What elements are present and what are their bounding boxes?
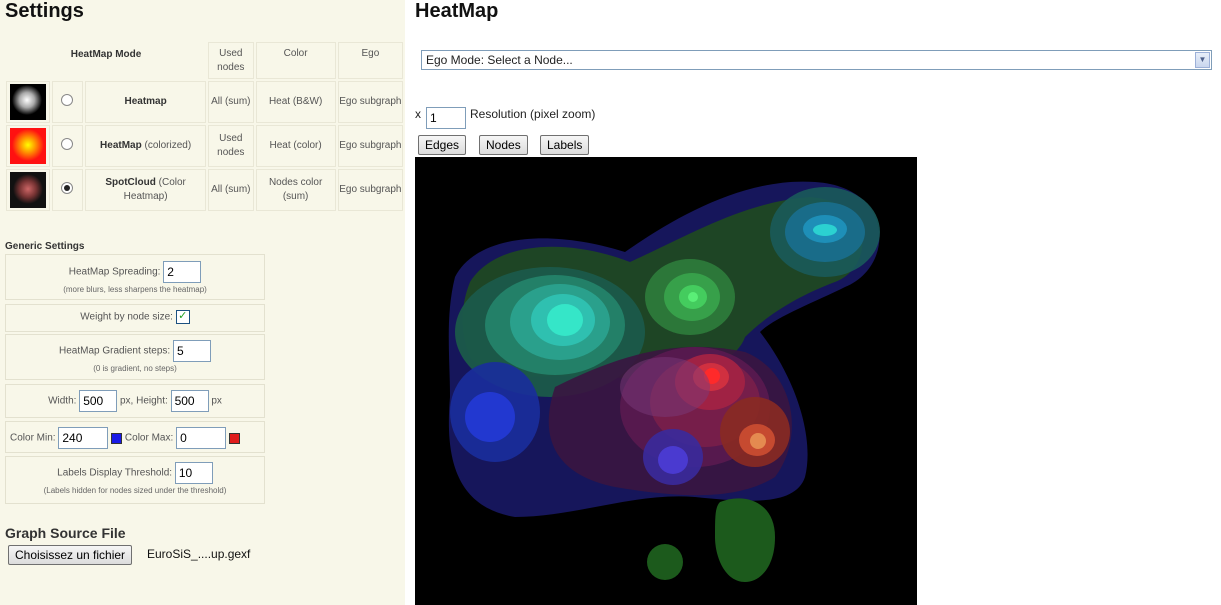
mode-radio-spotcloud[interactable]: [51, 169, 84, 211]
ego-header: Ego: [337, 42, 403, 79]
color-min-label: Color Min:: [10, 432, 56, 444]
chevron-down-icon[interactable]: ▼: [1195, 52, 1210, 68]
gradient-setting: HeatMap Gradient steps: 5 (0 is gradient…: [5, 334, 265, 380]
gradient-label: HeatMap Gradient steps:: [59, 345, 171, 357]
mode-name-spotcloud: SpotCloud (Color Heatmap): [85, 169, 207, 211]
mode-name-heatmap: Heatmap: [85, 81, 207, 123]
mode-ego-spotcloud: Ego subgraph: [337, 169, 403, 211]
resolution-prefix: x: [415, 107, 421, 121]
color-range-setting: Color Min: 240 Color Max: 0: [5, 421, 265, 453]
graph-source-title: Graph Source File: [5, 525, 126, 541]
mode-used-heatmap-colorized: Used nodes: [208, 125, 254, 167]
edges-button[interactable]: Edges: [418, 135, 467, 155]
gradient-hint: (0 is gradient, no steps): [93, 364, 177, 373]
width-unit: px,: [119, 395, 134, 407]
heatmap-mode-table: HeatMap Mode Used nodes Color Ego Heatma…: [4, 40, 405, 213]
color-min-input[interactable]: 240: [58, 427, 109, 449]
resolution-label: Resolution (pixel zoom): [470, 107, 596, 121]
nodes-button[interactable]: Nodes: [479, 135, 528, 155]
height-unit: px: [211, 395, 222, 407]
weight-label: Weight by node size:: [80, 311, 173, 323]
spotcloud-thumbnail: [6, 169, 50, 211]
mode-row-heatmap-colorized[interactable]: HeatMap (colorized) Used nodes Heat (col…: [6, 125, 403, 167]
color-min-swatch[interactable]: [111, 432, 123, 444]
weight-checkbox[interactable]: ✓: [175, 310, 190, 324]
labels-threshold-setting: Labels Display Threshold: 10 (Labels hid…: [5, 456, 265, 504]
choose-file-button[interactable]: Choisissez un fichier: [8, 545, 133, 565]
heatmap-canvas[interactable]: [415, 157, 917, 605]
color-header: Color: [255, 42, 336, 79]
settings-panel: Settings HeatMap Mode Used nodes Color E…: [0, 0, 405, 605]
width-label: Width:: [48, 395, 77, 407]
weight-setting: Weight by node size: ✓: [5, 304, 265, 332]
heatmap-title: HeatMap: [415, 0, 499, 22]
spreading-input[interactable]: 2: [163, 261, 202, 283]
gradient-input[interactable]: 5: [172, 340, 211, 362]
height-input[interactable]: 500: [170, 390, 209, 412]
spreading-label: HeatMap Spreading:: [68, 266, 161, 278]
mode-name-heatmap-colorized: HeatMap (colorized): [85, 125, 207, 167]
mode-color-heatmap: Heat (B&W): [255, 81, 336, 123]
resolution-input[interactable]: 1: [426, 107, 466, 129]
color-max-input[interactable]: 0: [176, 427, 227, 449]
settings-title: Settings: [5, 0, 84, 22]
mode-color-heatmap-colorized: Heat (color): [255, 125, 336, 167]
generic-settings-title: Generic Settings: [5, 241, 85, 252]
heatmap-image: [415, 157, 917, 605]
mode-header: HeatMap Mode: [70, 49, 142, 60]
ego-mode-select[interactable]: Ego Mode: Select a Node... ▼: [421, 50, 1212, 70]
labels-threshold-hint: (Labels hidden for nodes sized under the…: [43, 486, 227, 495]
mode-row-spotcloud[interactable]: SpotCloud (Color Heatmap) All (sum) Node…: [6, 169, 403, 211]
used-nodes-header: Used nodes: [208, 42, 254, 79]
mode-radio-heatmap[interactable]: [51, 81, 84, 123]
color-max-swatch[interactable]: [228, 432, 240, 444]
spreading-setting: HeatMap Spreading: 2 (more blurs, less s…: [5, 254, 265, 300]
color-max-label: Color Max:: [124, 432, 174, 444]
mode-radio-heatmap-colorized[interactable]: [51, 125, 84, 167]
file-name: EuroSiS_....up.gexf: [147, 547, 251, 561]
mode-used-heatmap: All (sum): [208, 81, 254, 123]
spreading-hint: (more blurs, less sharpens the heatmap): [63, 285, 207, 294]
mode-row-heatmap[interactable]: Heatmap All (sum) Heat (B&W) Ego subgrap…: [6, 81, 403, 123]
labels-threshold-label: Labels Display Threshold:: [57, 467, 173, 479]
mode-used-spotcloud: All (sum): [208, 169, 254, 211]
mode-color-spotcloud: Nodes color (sum): [255, 169, 336, 211]
heatmap-bw-thumbnail: [6, 81, 50, 123]
labels-threshold-input[interactable]: 10: [174, 462, 213, 484]
size-setting: Width: 500 px, Height: 500 px: [5, 384, 265, 418]
height-label: Height:: [136, 395, 168, 407]
mode-ego-heatmap-colorized: Ego subgraph: [337, 125, 403, 167]
heatmap-color-thumbnail: [6, 125, 50, 167]
width-input[interactable]: 500: [79, 390, 118, 412]
mode-ego-heatmap: Ego subgraph: [337, 81, 403, 123]
labels-button[interactable]: Labels: [540, 135, 590, 155]
ego-mode-select-value: Ego Mode: Select a Node...: [426, 53, 573, 67]
